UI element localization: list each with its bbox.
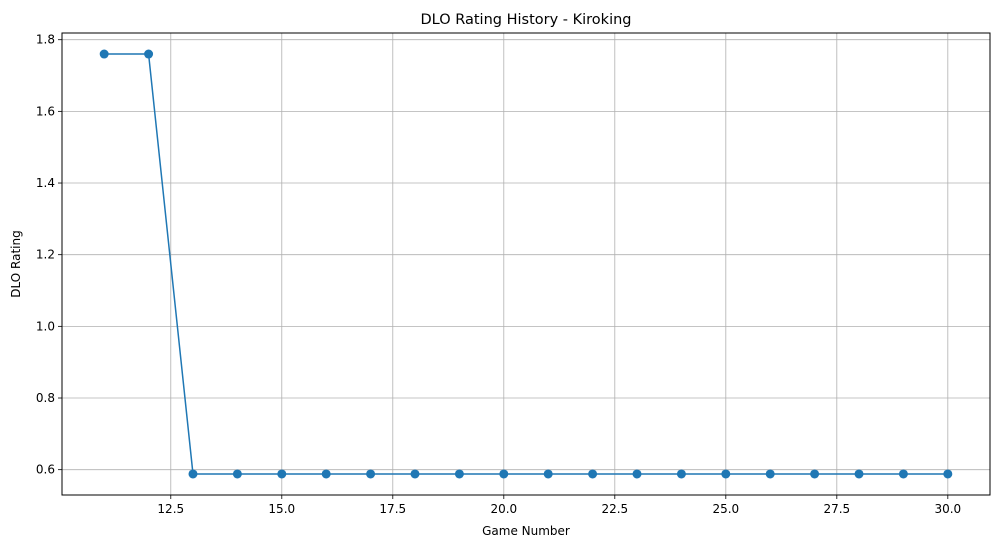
- data-point-marker: [188, 469, 198, 479]
- y-tick-label: 1.8: [36, 33, 55, 47]
- y-axis-label: DLO Rating: [9, 230, 23, 297]
- data-point-marker: [277, 469, 287, 479]
- data-point-marker: [410, 469, 420, 479]
- series-polyline: [104, 53, 948, 475]
- data-point-marker: [144, 49, 154, 59]
- data-point-marker: [721, 469, 731, 479]
- plot-frame: [61, 32, 991, 496]
- data-point-marker: [676, 469, 686, 479]
- axis-ticks: 12.5 15.0 17.5 20.0 22.5 25.0 27.5 30.0 0.6 0.8 1.…: [36, 33, 961, 516]
- data-point-marker: [321, 469, 331, 479]
- data-point-marker: [232, 469, 242, 479]
- data-point-marker: [898, 469, 908, 479]
- data-point-marker: [366, 469, 376, 479]
- x-axis-label: Game Number: [482, 524, 570, 538]
- y-tick-label: 1.4: [36, 176, 55, 190]
- x-tick-label: 22.5: [601, 502, 628, 516]
- x-tick-label: 12.5: [157, 502, 184, 516]
- data-point-marker: [454, 469, 464, 479]
- data-point-marker: [765, 469, 775, 479]
- chart-title: DLO Rating History - Kiroking: [420, 12, 631, 28]
- x-tick-label: 20.0: [490, 502, 517, 516]
- x-tick-label: 25.0: [712, 502, 739, 516]
- data-point-marker: [543, 469, 553, 479]
- data-point-marker: [943, 469, 953, 479]
- y-tick-label: 1.0: [36, 319, 55, 333]
- data-point-marker: [854, 469, 864, 479]
- x-tick-label: 17.5: [379, 502, 406, 516]
- x-tick-label: 30.0: [934, 502, 961, 516]
- x-tick-label: 15.0: [268, 502, 295, 516]
- data-point-marker: [632, 469, 642, 479]
- data-point-marker: [99, 49, 109, 59]
- data-point-marker: [499, 469, 509, 479]
- y-tick-label: 1.2: [36, 248, 55, 262]
- y-tick-label: 1.6: [36, 104, 55, 118]
- grid: [62, 33, 990, 495]
- series-line: [99, 49, 953, 479]
- y-tick-label: 0.6: [36, 463, 55, 477]
- x-tick-label: 27.5: [823, 502, 850, 516]
- y-tick-label: 0.8: [36, 391, 55, 405]
- data-point-marker: [810, 469, 820, 479]
- data-point-marker: [588, 469, 598, 479]
